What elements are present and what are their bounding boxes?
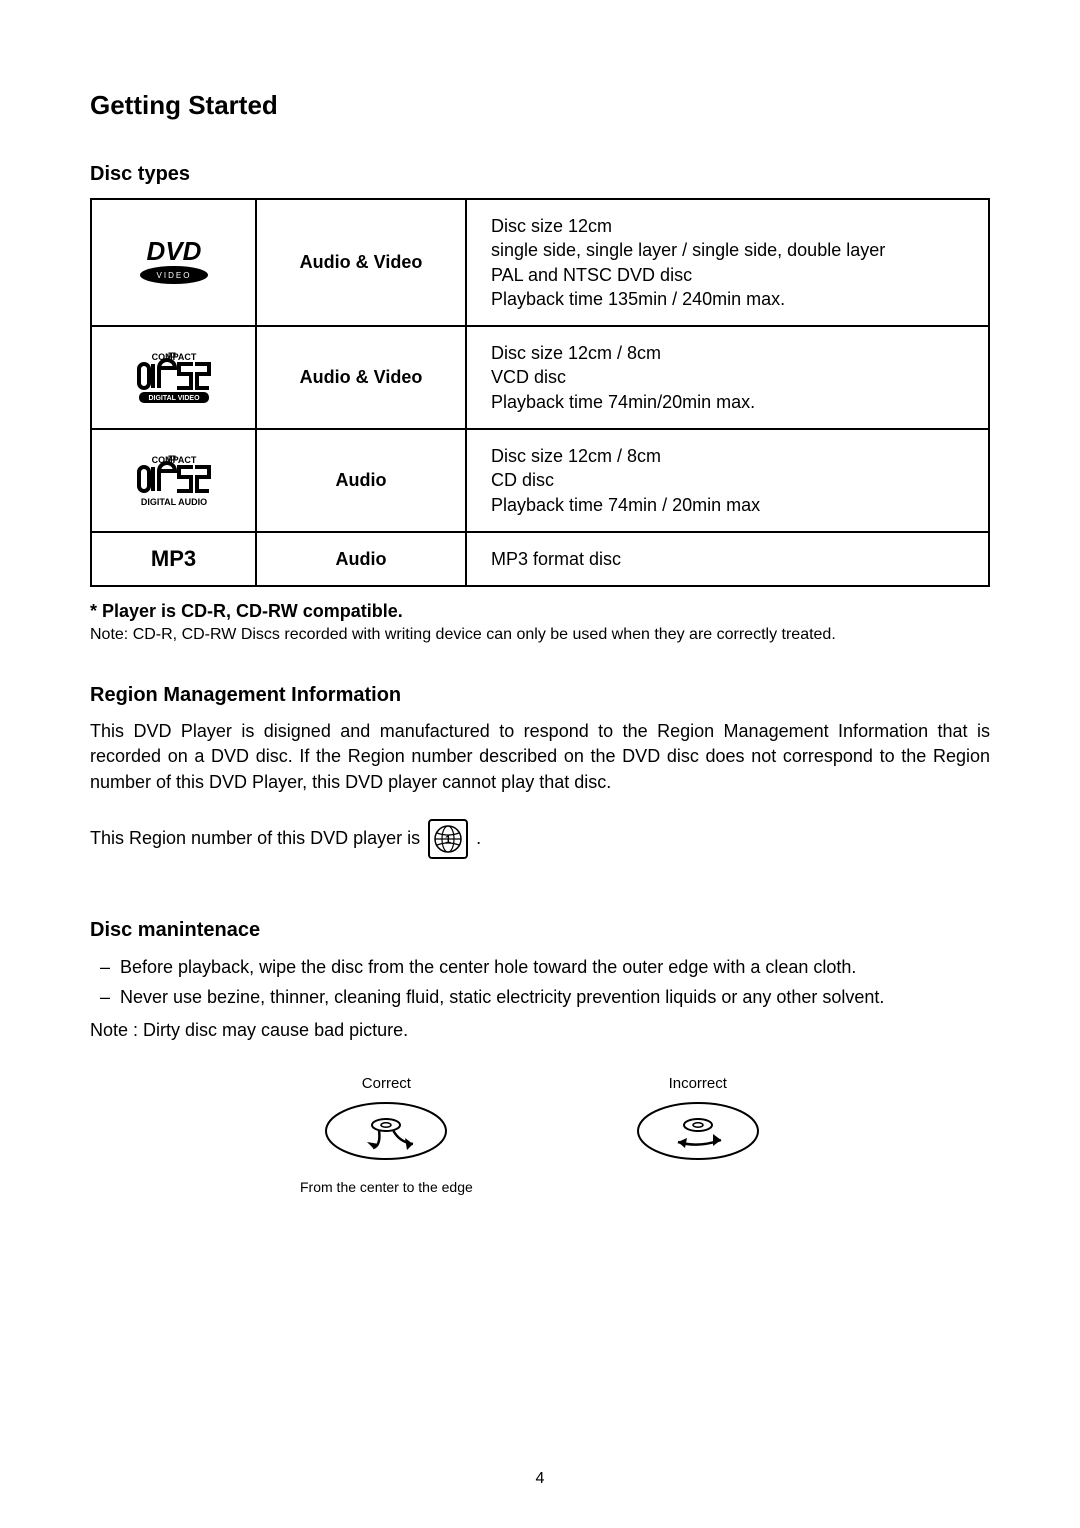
list-item: Never use bezine, thinner, cleaning flui… [90, 984, 990, 1010]
cd-video-logo-cell: COMPACT DIGITAL VIDEO [91, 326, 256, 429]
compact-disc-digital-video-icon: COMPACT DIGITAL VIDEO [96, 350, 251, 406]
table-row: MP3 Audio MP3 format disc [91, 532, 989, 586]
svg-text:VIDEO: VIDEO [156, 271, 191, 280]
player-compat-note: * Player is CD-R, CD-RW compatible. [90, 601, 990, 622]
disc-types-heading: Disc types [90, 163, 990, 186]
maintenance-note: Note : Dirty disc may cause bad picture. [90, 1020, 990, 1041]
maintenance-list: Before playback, wipe the disc from the … [90, 954, 990, 1010]
page-number: 4 [0, 1470, 1080, 1488]
table-row: COMPACT DIGITAL VIDEO Audio [91, 326, 989, 429]
media-desc-cell: MP3 format disc [466, 532, 989, 586]
wipe-diagram-row: Correct From the center to the edge Inco… [90, 1075, 990, 1195]
media-desc-cell: Disc size 12cm / 8cmCD discPlayback time… [466, 429, 989, 532]
media-desc-cell: Disc size 12cmsingle side, single layer … [466, 199, 989, 326]
globe-region-icon: 1 [428, 819, 468, 859]
mp3-logo-cell: MP3 [91, 532, 256, 586]
region-heading: Region Management Information [90, 684, 990, 707]
table-row: COMPACT DIGITAL AUDIO Audio Disc si [91, 429, 989, 532]
media-type-cell: Audio [256, 429, 466, 532]
media-type-cell: Audio [256, 532, 466, 586]
dvd-logo-cell: DVD VIDEO [91, 199, 256, 326]
svg-text:DIGITAL VIDEO: DIGITAL VIDEO [148, 395, 200, 402]
disc-types-table: DVD VIDEO Audio & Video Disc size 12cmsi… [90, 198, 990, 587]
wipe-caption: From the center to the edge [300, 1179, 473, 1195]
maintenance-heading: Disc manintenace [90, 919, 990, 942]
region-line-suffix: . [476, 828, 481, 849]
svg-text:DIGITAL AUDIO: DIGITAL AUDIO [140, 497, 206, 507]
media-desc-cell: Disc size 12cm / 8cmVCD discPlayback tim… [466, 326, 989, 429]
region-line-prefix: This Region number of this DVD player is [90, 828, 420, 849]
page-title: Getting Started [90, 90, 990, 121]
correct-label: Correct [300, 1075, 473, 1092]
incorrect-label: Incorrect [633, 1075, 763, 1092]
dvd-video-logo-icon: DVD VIDEO [96, 238, 251, 288]
player-compat-subnote: Note: CD-R, CD-RW Discs recorded with wr… [90, 626, 990, 644]
svg-text:1: 1 [445, 834, 451, 846]
table-row: DVD VIDEO Audio & Video Disc size 12cmsi… [91, 199, 989, 326]
incorrect-wipe-col: Incorrect [633, 1075, 763, 1195]
region-paragraph: This DVD Player is disigned and manufact… [90, 719, 990, 795]
svg-text:DVD: DVD [146, 238, 201, 266]
region-number-line: This Region number of this DVD player is… [90, 819, 990, 859]
disc-wipe-incorrect-icon [633, 1098, 763, 1169]
list-item: Before playback, wipe the disc from the … [90, 954, 990, 980]
media-type-cell: Audio & Video [256, 326, 466, 429]
media-type-cell: Audio & Video [256, 199, 466, 326]
mp3-label: MP3 [151, 546, 196, 571]
compact-disc-digital-audio-icon: COMPACT DIGITAL AUDIO [96, 453, 251, 509]
disc-wipe-correct-icon [300, 1098, 473, 1169]
cd-audio-logo-cell: COMPACT DIGITAL AUDIO [91, 429, 256, 532]
correct-wipe-col: Correct From the center to the edge [300, 1075, 473, 1195]
